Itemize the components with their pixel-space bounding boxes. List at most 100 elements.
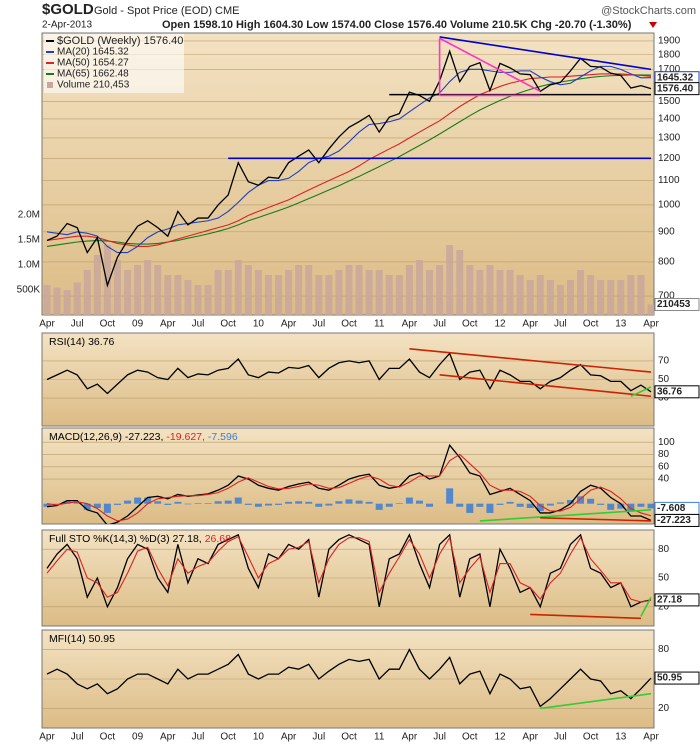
bar	[214, 501, 222, 504]
x-tick-label: Oct	[220, 732, 236, 743]
bar	[325, 503, 333, 506]
bar	[375, 503, 383, 510]
date: 2-Apr-2013	[42, 20, 92, 31]
bar	[164, 503, 172, 505]
quote: Open 1598.10 High 1604.30 Low 1574.00 Cl…	[162, 19, 632, 31]
legend: MFI(14) 50.95	[49, 633, 115, 645]
value-marker-label: 27.18	[657, 595, 682, 606]
y-tick-label: 1900	[658, 36, 681, 47]
series-line	[46, 74, 652, 248]
plot	[43, 49, 654, 315]
bar	[63, 501, 71, 504]
bar	[365, 501, 373, 504]
bar	[647, 304, 654, 315]
bar	[355, 500, 363, 504]
y-tick-label: 1500	[658, 96, 681, 107]
value-marker-label: -7.608	[657, 503, 686, 514]
x-tick-label: Jul	[71, 319, 84, 330]
x-tick-label: Jul	[192, 319, 205, 330]
bar	[546, 280, 554, 315]
series-line	[46, 443, 652, 524]
bar	[536, 503, 544, 512]
bar	[436, 265, 444, 315]
bar	[305, 265, 313, 315]
legend-label: MA(50) 1654.27	[57, 58, 129, 69]
bar	[204, 285, 212, 315]
legend: MACD(12,26,9) -27.223, -19.627, -7.596	[49, 431, 238, 443]
trend-line	[530, 613, 641, 620]
bar	[83, 270, 91, 315]
bar	[275, 275, 283, 315]
bar	[587, 498, 595, 504]
x-tick-label: Jul	[312, 732, 325, 743]
x-tick-label: Apr	[522, 319, 538, 330]
x-tick-label: Apr	[402, 319, 418, 330]
bar	[496, 503, 504, 505]
x-tick-label: Jul	[554, 319, 567, 330]
y-tick-label: 100	[658, 437, 675, 448]
y-tick-label: 1800	[658, 49, 681, 60]
y-tick-label: 2.0M	[18, 210, 40, 221]
legend-label: 26.68	[205, 533, 231, 545]
bar	[113, 260, 121, 315]
bar	[113, 503, 121, 505]
legend-box	[44, 34, 184, 93]
bar	[516, 503, 524, 507]
x-tick-label: Oct	[462, 732, 478, 743]
x-tick-label: Jul	[71, 732, 84, 743]
series-line	[46, 65, 652, 254]
bar	[486, 265, 494, 315]
x-tick-label: 10	[253, 732, 265, 743]
down-arrow	[649, 22, 657, 28]
series-line	[46, 49, 652, 288]
bar	[315, 503, 323, 507]
bar	[244, 265, 252, 315]
bar	[486, 503, 494, 513]
bar	[275, 503, 283, 505]
x-tick-label: Oct	[220, 319, 236, 330]
bar	[103, 245, 111, 315]
bar	[637, 503, 645, 507]
bar	[405, 497, 413, 504]
x-tick-label: 13	[615, 732, 627, 743]
trend-line	[640, 596, 652, 617]
bar	[285, 501, 293, 504]
bar	[103, 503, 111, 513]
bar	[124, 270, 132, 315]
legend-label: Full STO %K(14,3) %D(3) 27.18,	[49, 533, 202, 545]
bar	[587, 275, 595, 315]
bar	[597, 280, 605, 315]
x-tick-label: 13	[615, 319, 627, 330]
bar	[556, 502, 564, 504]
trend-line	[479, 509, 652, 522]
x-tick-label: Apr	[160, 319, 176, 330]
x-tick-label: 12	[494, 319, 506, 330]
bar	[516, 275, 524, 315]
bar	[577, 496, 585, 504]
bar	[134, 265, 142, 315]
legend-label: RSI(14) 36.76	[49, 336, 115, 348]
x-tick-label: Jul	[312, 319, 325, 330]
symbol: $GOLD	[42, 1, 94, 18]
series-line	[46, 533, 652, 609]
value-marker	[654, 513, 700, 527]
x-tick-label: Apr	[643, 732, 659, 743]
series-line	[46, 648, 652, 708]
value-marker-label: 50.95	[657, 673, 682, 684]
plot	[46, 352, 652, 395]
bar	[184, 503, 192, 505]
bar	[154, 265, 162, 315]
bar	[264, 503, 272, 506]
bar	[325, 275, 333, 315]
y-tick-label: 1400	[658, 114, 681, 125]
series-line	[46, 453, 652, 522]
bar	[73, 502, 81, 504]
bar	[627, 503, 635, 512]
bar	[506, 501, 514, 504]
y-tick-label: 1100	[658, 175, 680, 186]
bar	[466, 265, 474, 315]
legend-label: -7.596	[208, 431, 238, 443]
y-tick-label: 1.0M	[18, 260, 40, 271]
bar	[566, 280, 574, 315]
